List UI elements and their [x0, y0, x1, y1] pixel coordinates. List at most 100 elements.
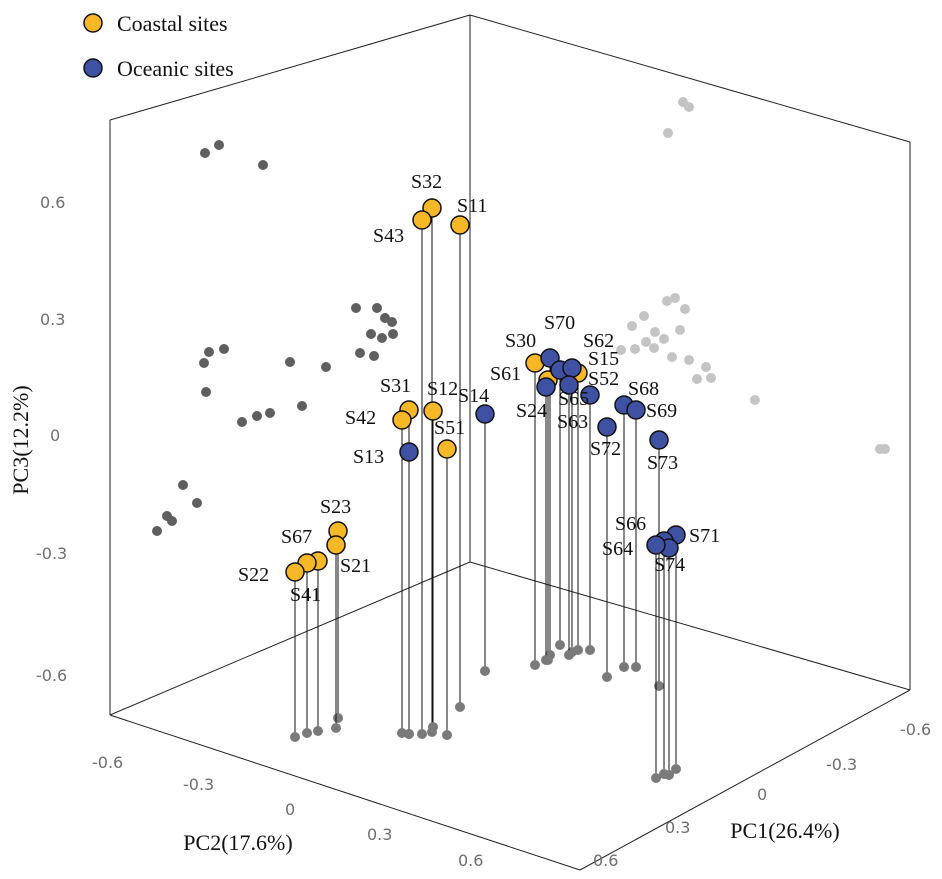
point-label-S61: S61 [490, 363, 521, 385]
point-label-S30: S30 [505, 330, 536, 352]
shadow-point [750, 395, 760, 405]
point-label-S74: S74 [654, 554, 685, 576]
shadow-point [627, 321, 637, 331]
point-label-S11: S11 [457, 195, 487, 217]
shadow-point [377, 333, 387, 343]
pc1-axis-title: PC1(26.4%) [730, 818, 839, 843]
point-label-S15: S15 [588, 348, 619, 370]
floor-point [564, 650, 574, 660]
point-S24 [536, 377, 556, 397]
shadow-point [616, 345, 626, 355]
point-label-S14: S14 [458, 385, 489, 407]
point-label-S32: S32 [411, 171, 442, 193]
shadow-point [667, 352, 677, 362]
shadow-point [387, 317, 397, 327]
pc3-axis-title: PC3(12.2%) [8, 385, 33, 494]
point-S14 [475, 404, 495, 424]
shadow-point [880, 444, 890, 454]
legend-marker-coastal [83, 13, 103, 33]
shadow-point [684, 355, 694, 365]
pc3-tick: 0.3 [40, 310, 65, 329]
floor-point [555, 640, 565, 650]
shadow-point [167, 516, 177, 526]
plot-box [109, 14, 911, 871]
shadow-point [200, 148, 210, 158]
shadow-point [701, 362, 711, 372]
pc3-tick: 0.6 [40, 193, 65, 212]
point-label-S23: S23 [320, 496, 351, 518]
shadow-point [684, 102, 694, 112]
pc3-tick: -0.3 [36, 544, 67, 563]
floor-point [480, 666, 490, 676]
shadow-point [237, 417, 247, 427]
point-label-S72: S72 [590, 438, 621, 460]
pc1-tick: 0.6 [593, 851, 618, 870]
floor-point [671, 764, 681, 774]
floor-point [602, 672, 612, 682]
shadow-point [252, 411, 262, 421]
shadow-point [204, 347, 214, 357]
shadow-point [388, 329, 398, 339]
point-label-S70: S70 [544, 312, 575, 334]
point-label-S51: S51 [434, 417, 465, 439]
shadow-point [265, 408, 275, 418]
pc3-ticks: 0.6 0.3 0 -0.3 -0.6 [36, 193, 67, 685]
shadow-point [152, 526, 162, 536]
point-S22 [285, 562, 305, 582]
point-label-S12: S12 [427, 378, 458, 400]
pc3-tick: 0 [50, 426, 60, 445]
shadow-point [641, 337, 651, 347]
shadow-point [649, 343, 659, 353]
pc1-tick: 0 [757, 785, 767, 804]
point-S63 [580, 385, 600, 405]
point-label-S65: S65 [558, 388, 589, 410]
shadow-point [192, 498, 202, 508]
point-S43 [412, 210, 432, 230]
projection-shadows [152, 97, 890, 536]
shadow-point [369, 351, 379, 361]
shadow-point [706, 373, 716, 383]
floor-point [442, 730, 452, 740]
shadow-point [675, 325, 685, 335]
shadow-point [630, 344, 640, 354]
pc1-tick: -0.3 [826, 755, 857, 774]
shadow-point [372, 303, 382, 313]
floor-point [428, 722, 438, 732]
floor-point [651, 773, 661, 783]
pc1-ticks: -0.6 -0.3 0 0.3 0.6 [593, 720, 931, 870]
shadow-point [199, 358, 209, 368]
floor-point [417, 729, 427, 739]
point-S12 [423, 401, 443, 421]
point-label-S68: S68 [628, 378, 659, 400]
point-S64 [646, 535, 666, 555]
floor-point [290, 732, 300, 742]
floor-point [302, 728, 312, 738]
legend-marker-oceanic [83, 58, 103, 78]
shadow-point [659, 334, 669, 344]
point-label-S67: S67 [281, 526, 312, 548]
point-label-S22: S22 [238, 564, 269, 586]
shadow-point [366, 329, 376, 339]
point-label-S73: S73 [647, 452, 678, 474]
pc2-axis-title: PC2(17.6%) [183, 830, 292, 855]
pc1-tick: -0.6 [900, 720, 931, 739]
point-label-S62: S62 [583, 330, 614, 352]
pc1-tick: 0.3 [665, 818, 690, 837]
shadow-point [650, 327, 660, 337]
drop-lines [290, 208, 681, 783]
shadow-point [663, 128, 673, 138]
shadow-point [692, 374, 702, 384]
legend: Coastal sites Oceanic sites [83, 11, 234, 81]
floor-point [631, 662, 641, 672]
shadow-point [670, 293, 680, 303]
floor-point [619, 662, 629, 672]
pc2-tick: 0.3 [367, 825, 392, 844]
shadow-point [214, 140, 224, 150]
point-label-S52: S52 [588, 368, 619, 390]
pc2-ticks: -0.6 -0.3 0 0.3 0.6 [92, 753, 483, 870]
point-label-S31: S31 [380, 375, 411, 397]
point-S69 [626, 400, 646, 420]
point-S72 [597, 417, 617, 437]
floor-point [331, 723, 341, 733]
